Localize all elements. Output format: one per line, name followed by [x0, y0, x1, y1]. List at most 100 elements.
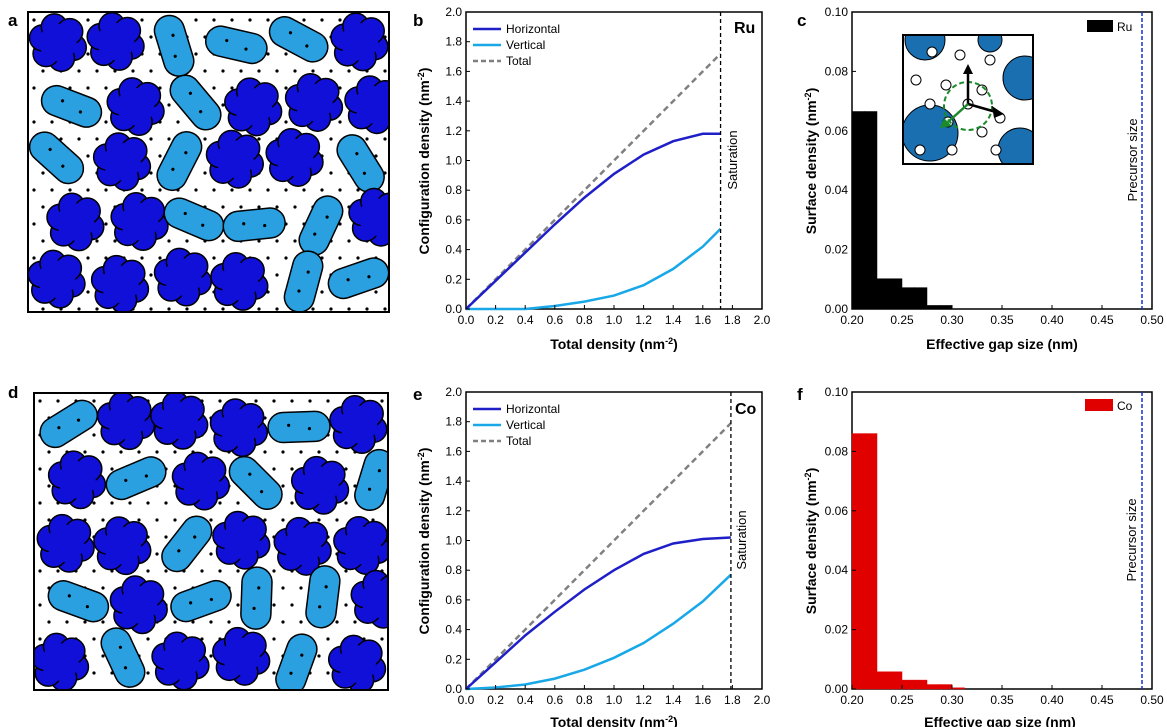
chart-b-plot-frame	[465, 11, 763, 310]
legend-c-swatch	[1087, 20, 1113, 32]
lattice-dot	[347, 239, 351, 243]
chart-f-xtick-label: 0.40	[1040, 693, 1064, 707]
lattice-dot	[50, 188, 54, 192]
chart-c-bar	[851, 111, 865, 310]
lattice-dot	[92, 501, 96, 505]
chart-f-ytick-label: 0.00	[825, 682, 849, 696]
lattice-dot	[230, 188, 234, 192]
lattice-dot	[32, 86, 36, 90]
chart-e-ytick-label: 0.2	[445, 652, 462, 666]
lattice-dot	[290, 467, 294, 471]
lattice-dot	[380, 637, 384, 641]
molecule-vertical	[327, 257, 389, 300]
lattice-dot	[290, 501, 294, 505]
lattice-dot	[266, 18, 270, 22]
molecule-vertical	[222, 207, 286, 243]
lattice-dot	[32, 18, 36, 22]
lattice-dot	[242, 222, 246, 226]
lattice-dot	[140, 18, 144, 22]
lattice-dot	[338, 120, 342, 124]
lattice-dot	[209, 597, 213, 602]
lattice-dot	[101, 586, 105, 590]
lattice-dot	[218, 501, 222, 505]
molecule-vertical	[170, 579, 232, 623]
molecule-vertical	[47, 580, 110, 623]
lattice-dot	[272, 569, 276, 573]
lattice-dot	[131, 69, 135, 73]
lattice-dot	[155, 518, 159, 522]
lattice-dot	[56, 399, 60, 403]
lattice-dot	[335, 518, 339, 522]
lattice-dot	[149, 273, 153, 277]
molecule-vertical	[28, 131, 85, 185]
chart-f-ytick-label: 0.04	[825, 563, 849, 577]
lattice-dot	[149, 171, 153, 175]
chart-b-xtick-label: 1.6	[694, 313, 711, 327]
lattice-dot	[41, 171, 45, 175]
lattice-dot	[209, 518, 213, 522]
lattice-dot	[383, 137, 387, 141]
lattice-dot	[167, 239, 171, 243]
lattice-dot	[239, 69, 243, 73]
lattice-dot	[218, 569, 222, 573]
chart-f-xlabel: Effective gap size (nm)	[924, 714, 1076, 727]
lattice-dot	[60, 99, 65, 103]
lattice-dot	[61, 164, 65, 168]
lattice-dot	[67, 594, 71, 598]
chart-f-ytick-label: 0.08	[825, 444, 849, 458]
molecule-fill	[295, 83, 333, 122]
lattice-dot	[167, 103, 171, 107]
chart-f-plot-frame	[851, 391, 1153, 690]
lattice-dot	[173, 620, 177, 624]
lattice-dot	[317, 654, 321, 658]
chart-b-series-total	[465, 52, 722, 310]
lattice-dot	[95, 307, 99, 311]
lattice-dot	[325, 215, 329, 219]
chart-c-xtick-label: 0.40	[1040, 313, 1064, 327]
lattice-dot	[362, 171, 367, 175]
lattice-dot	[140, 256, 144, 260]
lattice-dot	[257, 239, 261, 243]
chart-f-bar	[851, 433, 865, 690]
lattice-dot	[305, 44, 309, 48]
lattice-dot	[191, 620, 195, 624]
molecule-fill	[220, 262, 259, 301]
panel-label-f: f	[797, 385, 803, 404]
legend-b-vertical: Vertical	[506, 38, 545, 52]
lattice-dot	[244, 47, 248, 51]
lattice-dot	[158, 154, 162, 158]
inset-arrowhead	[963, 64, 973, 74]
molecule-fill	[56, 203, 95, 241]
chart-b-ytick-label: 2.0	[445, 5, 462, 19]
chart-e-series-vertical	[465, 573, 732, 691]
adsorption-schematic-co	[33, 392, 389, 691]
legend-c-label: Ru	[1117, 20, 1132, 34]
molecule-capsule	[40, 84, 103, 128]
lattice-dot	[284, 86, 288, 90]
lattice-dot	[95, 69, 99, 73]
lattice-dot	[383, 69, 387, 73]
lattice-dot	[302, 18, 306, 22]
chart-b-ytick-label: 1.6	[445, 64, 462, 78]
chart-e-xlabel: Total density (nm-2)	[550, 714, 678, 727]
lattice-dot	[347, 307, 351, 311]
molecule-fill	[338, 645, 376, 683]
lattice-dot	[313, 232, 317, 236]
inset-site	[924, 98, 936, 110]
lattice-dot	[257, 307, 261, 311]
lattice-dot	[281, 620, 285, 624]
lattice-dot	[355, 152, 359, 156]
legend-f-label: Co	[1117, 399, 1133, 413]
lattice-dot	[259, 490, 264, 494]
lattice-dot	[164, 501, 168, 505]
lattice-dot	[140, 188, 144, 192]
lattice-dot	[86, 290, 90, 294]
lattice-dot	[257, 69, 261, 73]
panel-label-e: e	[413, 385, 422, 404]
lattice-dot	[299, 450, 303, 454]
lattice-dot	[338, 188, 342, 192]
chart-b-xtick-label: 1.2	[635, 313, 652, 327]
molecule-vertical	[156, 131, 203, 192]
lattice-dot	[146, 569, 150, 573]
chart-c-bar	[876, 278, 890, 310]
